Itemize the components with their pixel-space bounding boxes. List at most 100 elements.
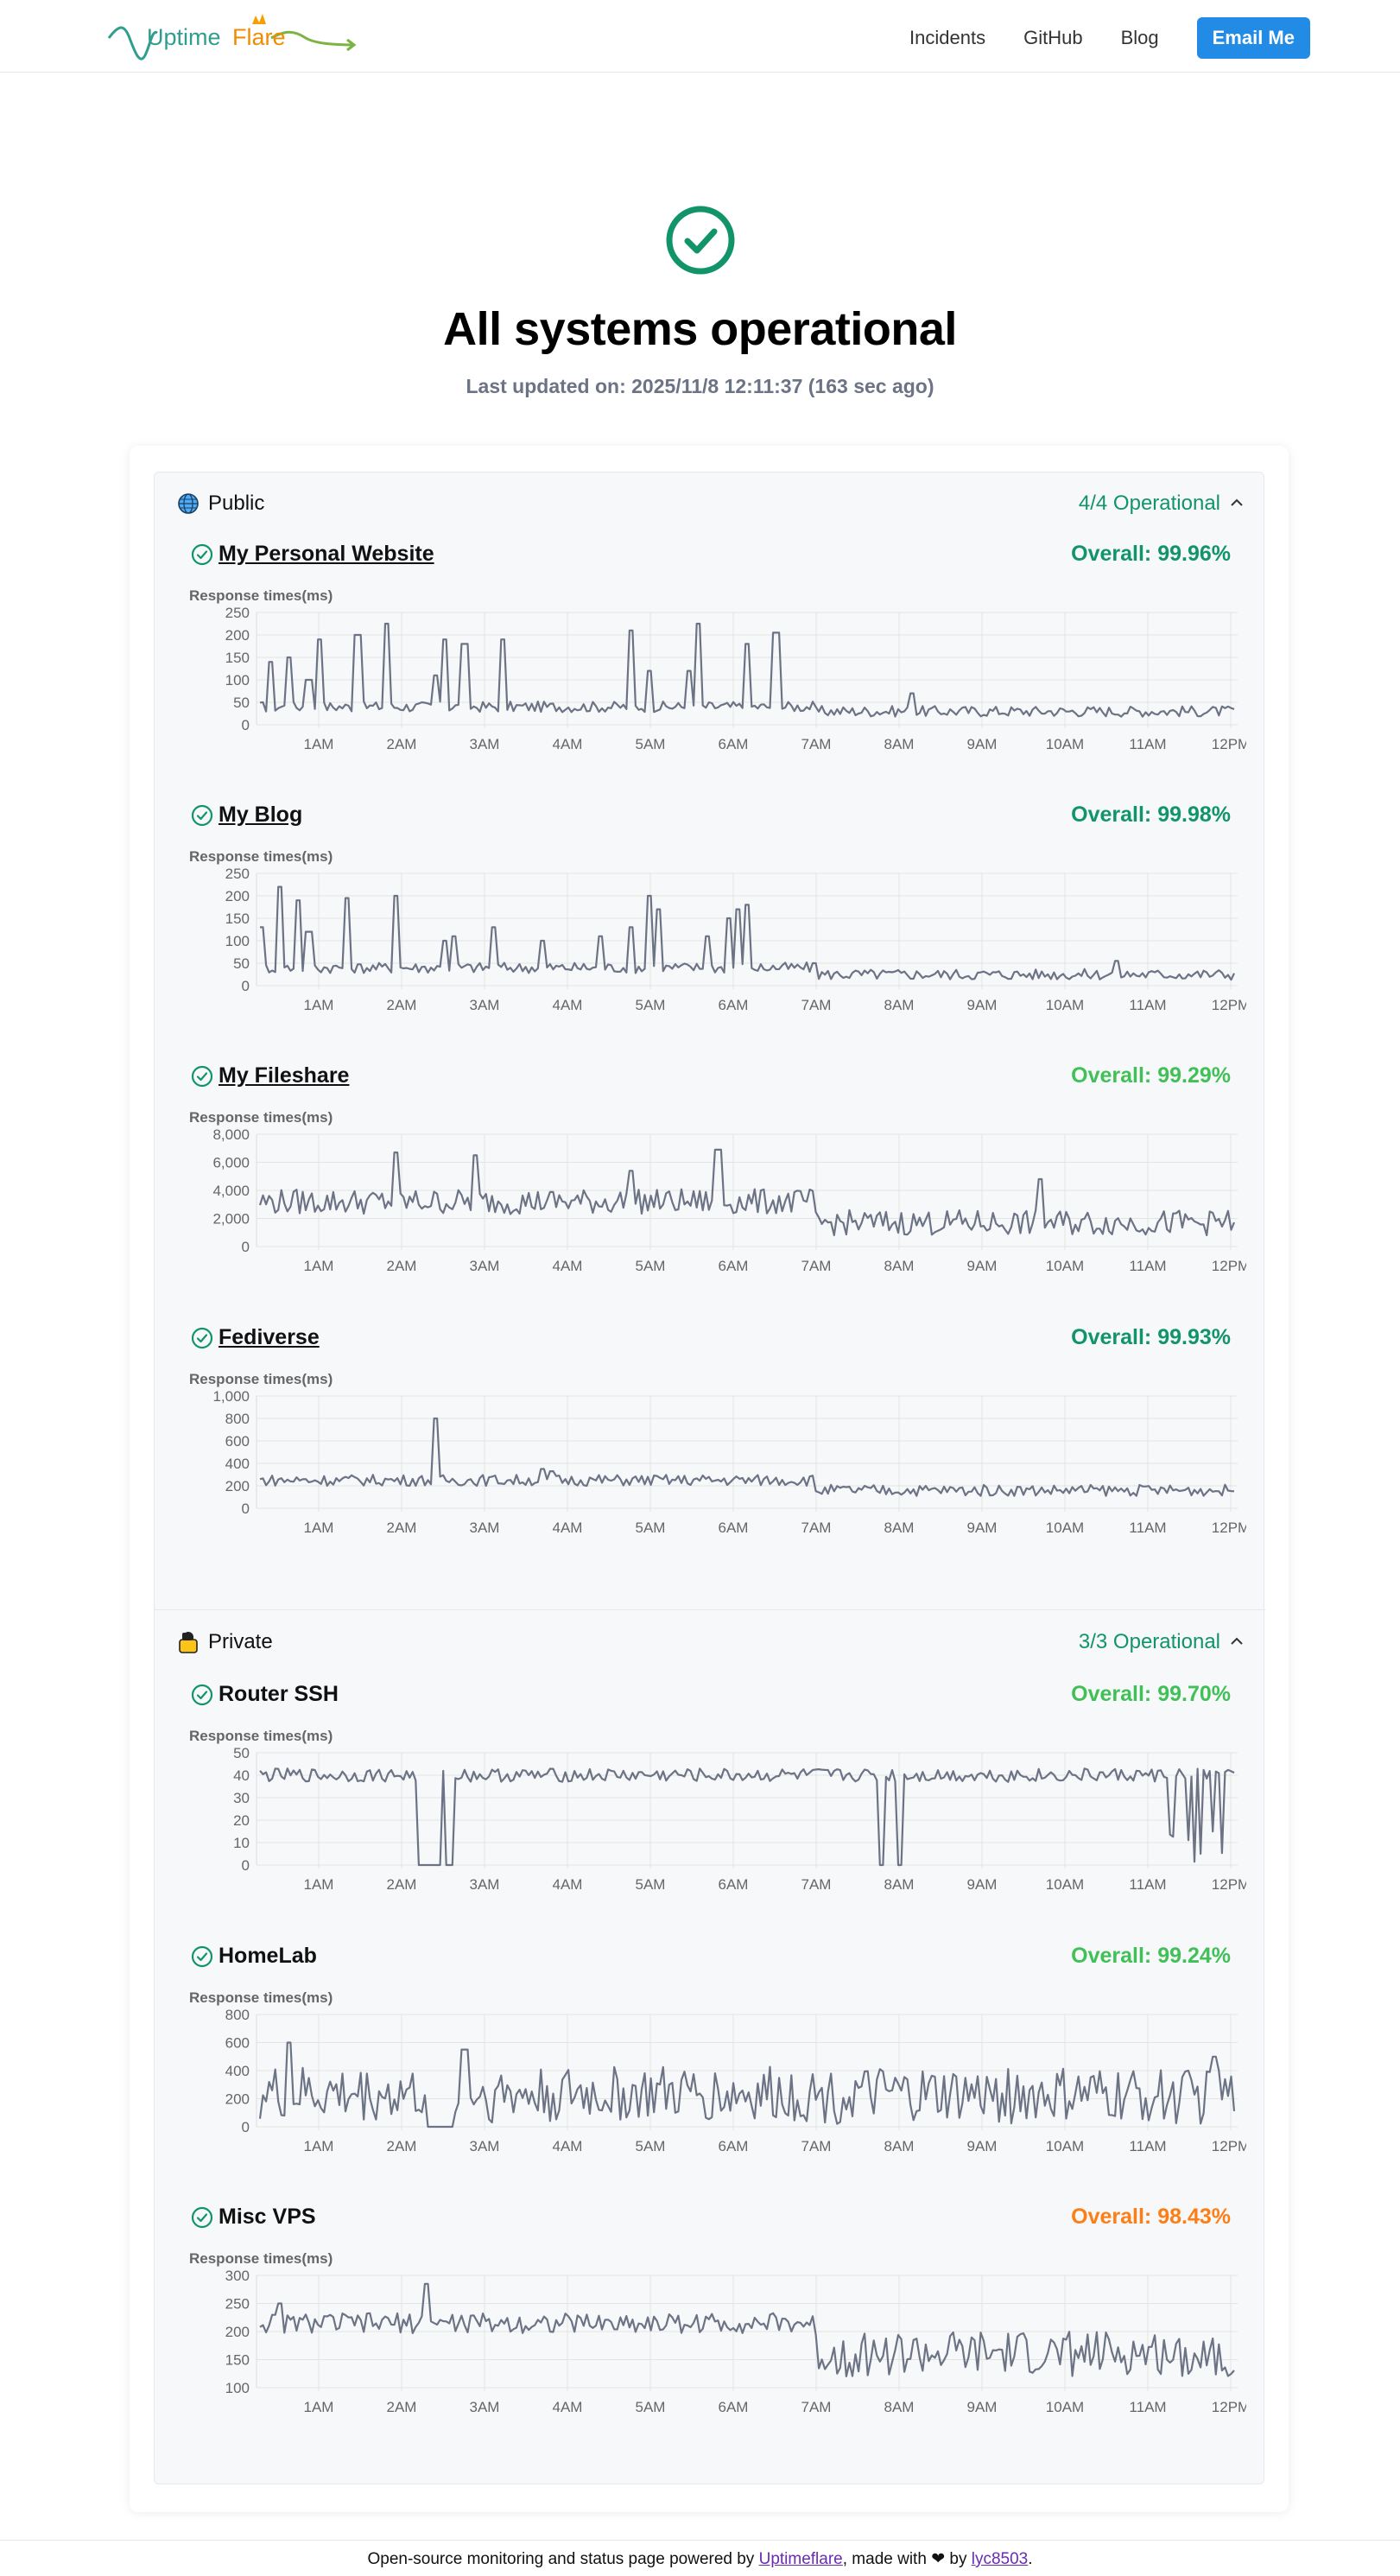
y-tick-label: 4,000	[212, 1183, 250, 1199]
response-time-line	[258, 1148, 1236, 1236]
x-tick-label: 2AM	[387, 736, 417, 752]
main-nav: Incidents GitHub Blog Email Me	[909, 17, 1310, 59]
monitor-my-fileshare: My Fileshare Overall: 99.29% Response time…	[155, 1055, 1265, 1305]
y-tick-label: 200	[225, 627, 250, 644]
monitor-name[interactable]: My Blog	[219, 803, 303, 827]
x-tick-label: 8AM	[884, 2399, 915, 2415]
y-tick-label: 40	[233, 1767, 250, 1784]
monitor-router-ssh: Router SSH Overall: 99.70% Response times(…	[155, 1673, 1265, 1924]
chart-y-label: Response times(ms)	[189, 2251, 333, 2267]
monitor-name[interactable]: Fediverse	[219, 1325, 320, 1349]
monitor-misc-vps: Misc VPS Overall: 98.43% Response times(ms…	[155, 2196, 1265, 2446]
y-tick-label: 50	[233, 1745, 250, 1761]
y-tick-label: 400	[225, 2063, 250, 2079]
author-link[interactable]: lyc8503	[971, 2550, 1029, 2568]
x-tick-label: 9AM	[967, 1876, 998, 1893]
x-tick-label: 11AM	[1129, 1258, 1166, 1274]
y-tick-label: 10	[233, 1835, 250, 1851]
logo-text-uptime: Uptime	[147, 24, 221, 50]
nav-blog[interactable]: Blog	[1120, 27, 1159, 48]
x-tick-label: 3AM	[470, 2138, 500, 2154]
group-header-public[interactable]: Public 4/4 Operational	[155, 473, 1265, 533]
x-tick-label: 1AM	[304, 736, 334, 752]
uptimeflare-link[interactable]: Uptimeflare	[758, 2550, 843, 2568]
x-tick-label: 7AM	[801, 1520, 832, 1536]
y-tick-label: 20	[233, 1812, 250, 1829]
y-tick-label: 30	[233, 1790, 250, 1806]
group-header-private[interactable]: Private 3/3 Operational	[155, 1611, 1265, 1672]
x-tick-label: 4AM	[553, 1876, 583, 1893]
nav-incidents[interactable]: Incidents	[909, 27, 986, 48]
y-tick-label: 600	[225, 1433, 250, 1450]
x-tick-label: 1AM	[304, 1520, 334, 1536]
uptimeflare-logo[interactable]: Uptime Flare	[107, 12, 358, 73]
x-tick-label: 4AM	[553, 997, 583, 1013]
x-tick-label: 6AM	[719, 2399, 749, 2415]
chart-y-label: Response times(ms)	[189, 1372, 333, 1387]
x-tick-label: 4AM	[553, 736, 583, 752]
y-tick-label: 600	[225, 2035, 250, 2052]
chevron-up-icon[interactable]	[1231, 1636, 1243, 1645]
response-time-chart: Response times(ms)250 200 150 100 50 0 1AM 2AM 3…	[189, 849, 1246, 1013]
x-tick-label: 12PM	[1212, 736, 1246, 752]
x-tick-label: 8AM	[884, 997, 915, 1013]
x-tick-label: 9AM	[967, 2138, 998, 2154]
x-tick-label: 6AM	[719, 2138, 749, 2154]
x-tick-label: 1AM	[304, 2399, 334, 2415]
footer-text: by	[945, 2550, 972, 2568]
x-tick-label: 10AM	[1046, 997, 1084, 1013]
check-circle-icon	[191, 1065, 213, 1088]
x-tick-label: 11AM	[1129, 1876, 1166, 1893]
check-circle-icon	[191, 1684, 213, 1706]
last-updated-text: Last updated on: 2025/11/8 12:11:37 (163…	[466, 375, 934, 397]
x-tick-label: 2AM	[387, 1258, 417, 1274]
response-time-chart: Response times(ms)8,000 6,000 4,000 2,000 0 1…	[189, 1110, 1246, 1274]
y-tick-label: 150	[225, 650, 250, 666]
overall-uptime: Overall: 99.24%	[1071, 1944, 1231, 1968]
x-tick-label: 3AM	[470, 1258, 500, 1274]
email-me-button[interactable]: Email Me	[1196, 17, 1310, 59]
flame-icon	[252, 14, 266, 24]
x-tick-label: 11AM	[1129, 736, 1166, 752]
x-tick-label: 6AM	[719, 736, 749, 752]
chart-y-label: Response times(ms)	[189, 1729, 333, 1744]
x-tick-label: 4AM	[553, 2399, 583, 2415]
x-tick-label: 4AM	[553, 1520, 583, 1536]
overall-uptime: Overall: 98.43%	[1071, 2205, 1231, 2229]
y-tick-label: 300	[225, 2268, 250, 2284]
monitor-my-blog: My Blog Overall: 99.98% Response times(ms)…	[155, 794, 1265, 1044]
x-tick-label: 2AM	[387, 1876, 417, 1893]
heart-icon: ❤	[931, 2550, 946, 2568]
monitor-name[interactable]: My Fileshare	[219, 1063, 350, 1088]
x-tick-label: 3AM	[470, 997, 500, 1013]
y-tick-label: 100	[225, 933, 250, 949]
page-footer: Open-source monitoring and status page p…	[0, 2540, 1400, 2576]
lock-icon	[179, 1632, 198, 1653]
y-tick-label: 250	[225, 605, 250, 621]
chart-y-label: Response times(ms)	[189, 1110, 333, 1126]
x-tick-label: 11AM	[1129, 1520, 1166, 1536]
x-tick-label: 11AM	[1129, 2399, 1166, 2415]
x-tick-label: 9AM	[967, 1520, 998, 1536]
check-circle-icon	[191, 804, 213, 827]
y-tick-label: 6,000	[212, 1155, 250, 1171]
y-tick-label: 200	[225, 2091, 250, 2108]
chart-y-label: Response times(ms)	[189, 849, 333, 865]
x-tick-label: 3AM	[470, 736, 500, 752]
y-tick-label: 0	[242, 978, 250, 994]
monitor-name[interactable]: My Personal Website	[219, 542, 434, 566]
response-time-line	[259, 1767, 1235, 1867]
x-tick-label: 7AM	[801, 2138, 832, 2154]
group-status: 3/3 Operational	[1078, 1630, 1220, 1653]
footer-text: .	[1028, 2550, 1033, 2568]
chevron-up-icon[interactable]	[1231, 498, 1243, 506]
monitor-groups-panel: Public 4/4 Operational Private 3/3 Opera…	[154, 472, 1265, 2484]
x-tick-label: 3AM	[470, 1520, 500, 1536]
x-tick-label: 5AM	[636, 2138, 666, 2154]
response-time-chart: Response times(ms)50 40 30 20 10 0 1AM 2AM 3AM 4A…	[189, 1729, 1246, 1893]
nav-github[interactable]: GitHub	[1023, 27, 1083, 48]
x-tick-label: 4AM	[553, 1258, 583, 1274]
globe-icon	[178, 493, 199, 514]
x-tick-label: 9AM	[967, 997, 998, 1013]
x-tick-label: 12PM	[1212, 997, 1246, 1013]
